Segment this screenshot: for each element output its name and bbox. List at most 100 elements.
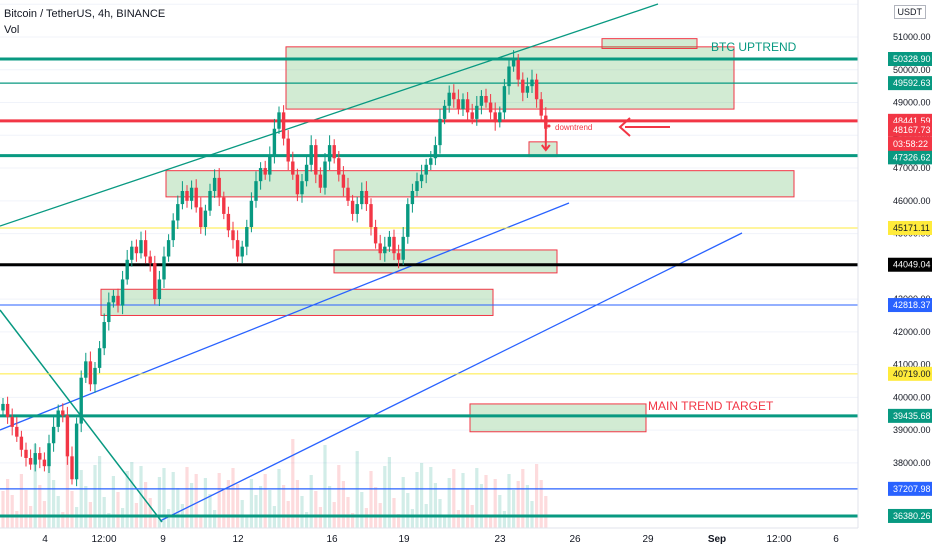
uptrend-channel-line[interactable] [0,3,659,227]
candle[interactable] [350,200,355,214]
candle[interactable] [304,164,309,182]
candle[interactable] [479,95,484,106]
candle[interactable] [74,423,79,480]
candle[interactable] [15,426,19,437]
candle[interactable] [323,161,327,188]
candle[interactable] [534,79,539,100]
candle[interactable] [424,164,428,175]
candle[interactable] [33,453,37,465]
candle[interactable] [166,240,171,257]
symbol-title[interactable]: Bitcoin / TetherUS, 4h, BINANCE [4,8,166,20]
candle[interactable] [438,118,442,146]
candle[interactable] [516,59,520,80]
candle[interactable] [295,174,300,195]
candle[interactable] [461,99,465,110]
candle[interactable] [415,181,419,191]
candle[interactable] [88,361,93,385]
candle[interactable] [406,204,410,237]
support-zone-middle[interactable] [333,249,558,274]
candle[interactable] [249,200,254,228]
candle[interactable] [143,240,148,257]
candle[interactable] [360,190,364,205]
candle[interactable] [484,95,488,103]
candle[interactable] [107,302,111,323]
currency-button[interactable]: USDT [893,5,926,19]
candle[interactable] [189,187,194,201]
candle[interactable] [19,436,24,450]
candle[interactable] [300,181,304,195]
candle[interactable] [226,213,231,231]
candle[interactable] [387,236,392,247]
candle[interactable] [180,190,185,205]
candle[interactable] [116,295,120,306]
candle[interactable] [341,174,346,188]
candle[interactable] [272,128,277,155]
candle[interactable] [185,190,189,201]
candle[interactable] [539,99,543,116]
candle[interactable] [130,246,134,260]
candle[interactable] [452,92,456,100]
candle[interactable] [153,263,157,300]
main-trend-line[interactable] [159,232,743,522]
candle[interactable] [254,181,258,201]
candle[interactable] [502,86,507,113]
candle[interactable] [203,210,208,228]
candle[interactable] [277,112,281,129]
candle[interactable] [433,145,438,159]
candle[interactable] [314,145,318,175]
candle[interactable] [157,279,162,300]
candle[interactable] [162,256,166,280]
candle[interactable] [369,204,373,228]
candle[interactable] [245,227,249,247]
candle[interactable] [498,112,502,123]
volume-label[interactable]: Vol [4,24,20,36]
target-zone[interactable] [469,403,647,433]
candle[interactable] [93,367,97,385]
candle[interactable] [65,415,70,457]
candle[interactable] [355,204,359,214]
candle[interactable] [148,256,152,264]
uptrend-label-box[interactable] [601,38,698,49]
candle[interactable] [392,236,396,254]
candle[interactable] [120,279,125,306]
candle[interactable] [465,99,470,113]
candle[interactable] [327,145,332,162]
candle[interactable] [309,145,313,165]
candle[interactable] [493,112,497,123]
candle[interactable] [139,240,143,254]
candle[interactable] [97,348,102,368]
candle[interactable] [70,456,74,480]
candle[interactable] [442,105,447,119]
candle[interactable] [125,259,129,280]
candle[interactable] [171,220,175,241]
candle[interactable] [475,105,479,119]
candle[interactable] [199,207,203,228]
candle[interactable] [222,197,226,214]
candle[interactable] [61,410,65,416]
candle[interactable] [231,230,235,241]
candle[interactable] [240,246,244,257]
candle[interactable] [10,417,14,427]
candle[interactable] [24,449,28,458]
candle[interactable] [525,86,530,93]
candle[interactable] [134,246,139,254]
candle[interactable] [102,322,106,349]
candle[interactable] [79,377,83,424]
candle[interactable] [521,79,525,93]
support-zone-upper[interactable] [165,170,795,198]
candle[interactable] [51,426,56,444]
candle[interactable] [378,243,382,254]
candle[interactable] [38,453,42,460]
candle[interactable] [410,190,415,205]
candle[interactable] [111,295,116,303]
candle[interactable] [470,112,474,119]
candle[interactable] [511,59,516,67]
candle[interactable] [5,403,10,418]
candle[interactable] [281,112,286,139]
candle[interactable] [47,443,51,467]
candle[interactable] [456,99,461,110]
candle[interactable] [84,361,88,378]
candle[interactable] [208,190,212,211]
candle[interactable] [286,138,290,162]
